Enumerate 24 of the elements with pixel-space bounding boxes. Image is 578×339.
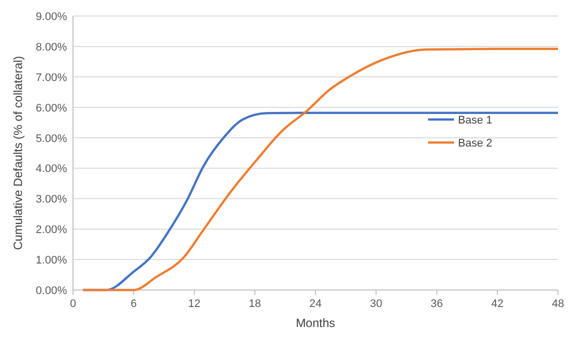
y-tick-label: 2.00% [36,224,68,236]
y-tick-label: 5.00% [36,132,68,145]
y-axis-title: Cumulative Defaults (% of collateral) [11,56,25,250]
y-tick-label: 1.00% [36,254,68,267]
x-tick-label: 0 [70,298,76,310]
x-tick-label: 42 [491,298,504,310]
legend-label: Base 2 [458,138,492,150]
y-tick-label: 0.00% [36,285,68,297]
y-tick-label: 7.00% [36,72,68,84]
y-tick-label: 3.00% [36,194,68,206]
line-series [82,48,560,292]
legend-label: Base 1 [458,114,492,127]
x-axis-title: Months [296,316,336,330]
y-tick-label: 6.00% [36,102,68,114]
x-tick-label: 18 [248,298,261,310]
x-tick-label: 48 [552,298,564,310]
y-tick-label: 8.00% [36,41,68,54]
x-tick-label: 36 [430,298,443,310]
x-tick-label: 30 [370,298,382,310]
y-tick-label: 9.00% [36,11,68,23]
x-tick-label: 24 [309,298,322,310]
x-tick-label: 6 [130,298,137,310]
y-tick-label: 4.00% [36,163,68,176]
x-tick-label: 12 [188,298,200,310]
